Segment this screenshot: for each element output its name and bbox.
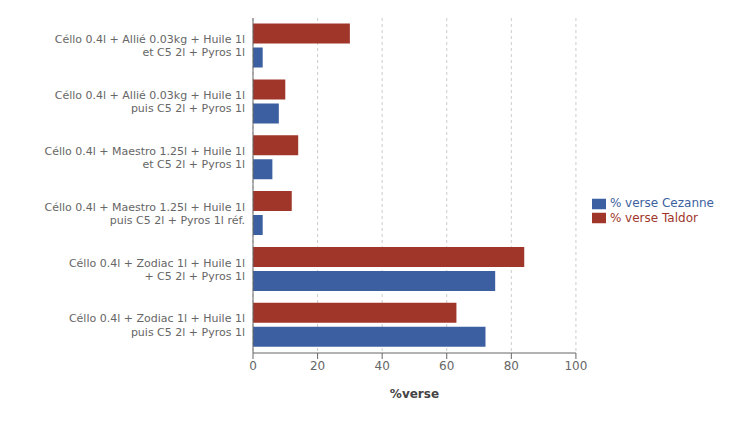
svg-text:60: 60 xyxy=(439,359,454,373)
svg-text:Céllo 0.4l + Zodiac 1l + Huile: Céllo 0.4l + Zodiac 1l + Huile 1lpuis C5… xyxy=(69,312,245,338)
svg-text:Céllo 0.4l + Maestro 1.25l + H: Céllo 0.4l + Maestro 1.25l + Huile 1let … xyxy=(44,145,245,171)
svg-text:20: 20 xyxy=(310,359,325,373)
html-text:% verse Taldor: % verse Taldor xyxy=(609,210,698,225)
svg-text:Céllo 0.4l + Zodiac 1l + Huile: Céllo 0.4l + Zodiac 1l + Huile 1l+ C5 2l… xyxy=(69,257,245,283)
svg-text:0: 0 xyxy=(249,359,257,373)
html-text:% verse Cezanne: % verse Cezanne xyxy=(609,196,714,210)
svg-text:Céllo 0.4l + Allié 0.03kg + Hu: Céllo 0.4l + Allié 0.03kg + Huile 1lpuis… xyxy=(55,89,245,115)
svg-text:80: 80 xyxy=(504,359,519,373)
svg-text:Céllo 0.4l + Maestro 1.25l + H: Céllo 0.4l + Maestro 1.25l + Huile 1lpui… xyxy=(44,201,245,227)
svg-text:Céllo 0.4l + Allié 0.03kg + Hu: Céllo 0.4l + Allié 0.03kg + Huile 1let C… xyxy=(55,33,245,59)
svg-text:40: 40 xyxy=(375,359,390,373)
svg-text:%verse: %verse xyxy=(390,387,439,401)
svg-text:100: 100 xyxy=(564,359,587,373)
